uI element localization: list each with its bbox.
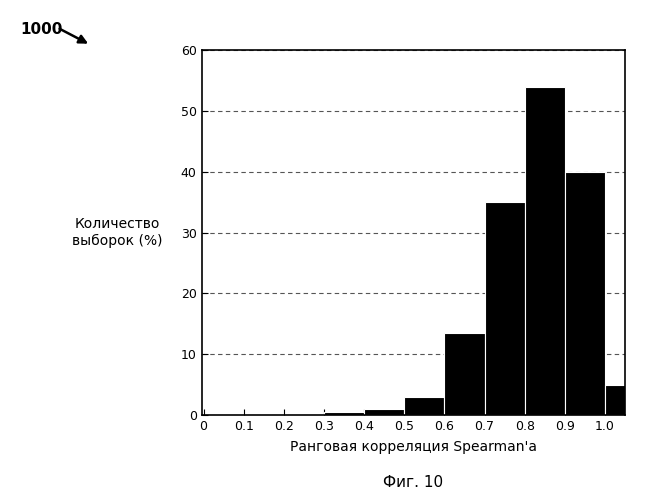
Text: 1000: 1000 xyxy=(20,22,62,38)
Bar xyxy=(364,409,405,415)
Bar xyxy=(324,412,364,415)
Y-axis label: Количество
выборок (%): Количество выборок (%) xyxy=(72,218,162,248)
Bar xyxy=(605,384,645,415)
X-axis label: Ранговая корреляция Spearman'a: Ранговая корреляция Spearman'a xyxy=(290,440,537,454)
Text: Фиг. 10: Фиг. 10 xyxy=(383,475,444,490)
Bar xyxy=(405,397,444,415)
Bar xyxy=(525,86,564,415)
Bar xyxy=(485,202,525,415)
Bar xyxy=(564,172,605,415)
Bar xyxy=(444,333,485,415)
